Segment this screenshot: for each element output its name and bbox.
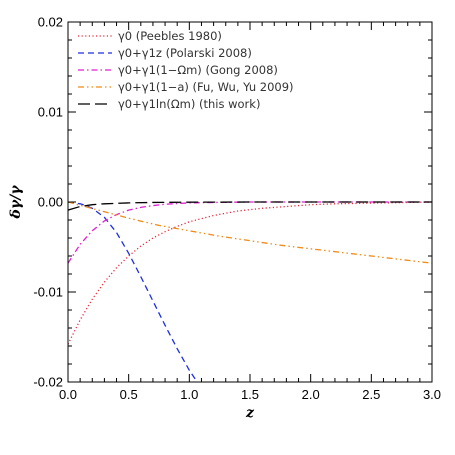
legend-label-2: γ0+γ1z (Polarski 2008) bbox=[118, 46, 252, 60]
x-tick-label: 3.0 bbox=[423, 387, 441, 402]
x-tick-label: 0.0 bbox=[59, 387, 77, 402]
series-layer bbox=[68, 201, 432, 382]
legend-label-3: γ0+γ1(1−Ωm) (Gong 2008) bbox=[118, 63, 278, 77]
x-tick-label: 0.5 bbox=[120, 387, 138, 402]
legend-label-1: γ0 (Peebles 1980) bbox=[118, 29, 222, 43]
y-tick-label: 0.00 bbox=[38, 195, 63, 210]
legend-label-4: γ0+γ1(1−a) (Fu, Wu, Yu 2009) bbox=[118, 80, 294, 94]
y-tick-label: 0.02 bbox=[38, 15, 63, 30]
y-axis-label: δγ/γ bbox=[8, 185, 24, 220]
series-line-2 bbox=[68, 201, 199, 382]
legend: γ0 (Peebles 1980) γ0+γ1z (Polarski 2008) γ… bbox=[78, 29, 294, 111]
axis-labels: z δγ/γ bbox=[8, 185, 255, 421]
ticks-layer: 0.0 0.5 1.0 1.5 2.0 2.5 3.0 -0.02 -0.01 0.00 0.01 0… bbox=[33, 15, 441, 403]
series-line-5 bbox=[68, 201, 432, 211]
legend-label-5: γ0+γ1ln(Ωm) (this work) bbox=[118, 97, 260, 111]
x-tick-label: 2.5 bbox=[362, 387, 380, 402]
y-tick-label: 0.01 bbox=[38, 105, 63, 120]
series-line-4 bbox=[68, 201, 432, 264]
x-tick-label: 1.0 bbox=[180, 387, 198, 402]
y-tick-label: -0.01 bbox=[33, 285, 63, 300]
x-tick-label: 1.5 bbox=[241, 387, 259, 402]
y-tick-label: -0.02 bbox=[33, 375, 63, 390]
x-axis-label: z bbox=[245, 405, 255, 421]
x-tick-label: 2.0 bbox=[302, 387, 320, 402]
